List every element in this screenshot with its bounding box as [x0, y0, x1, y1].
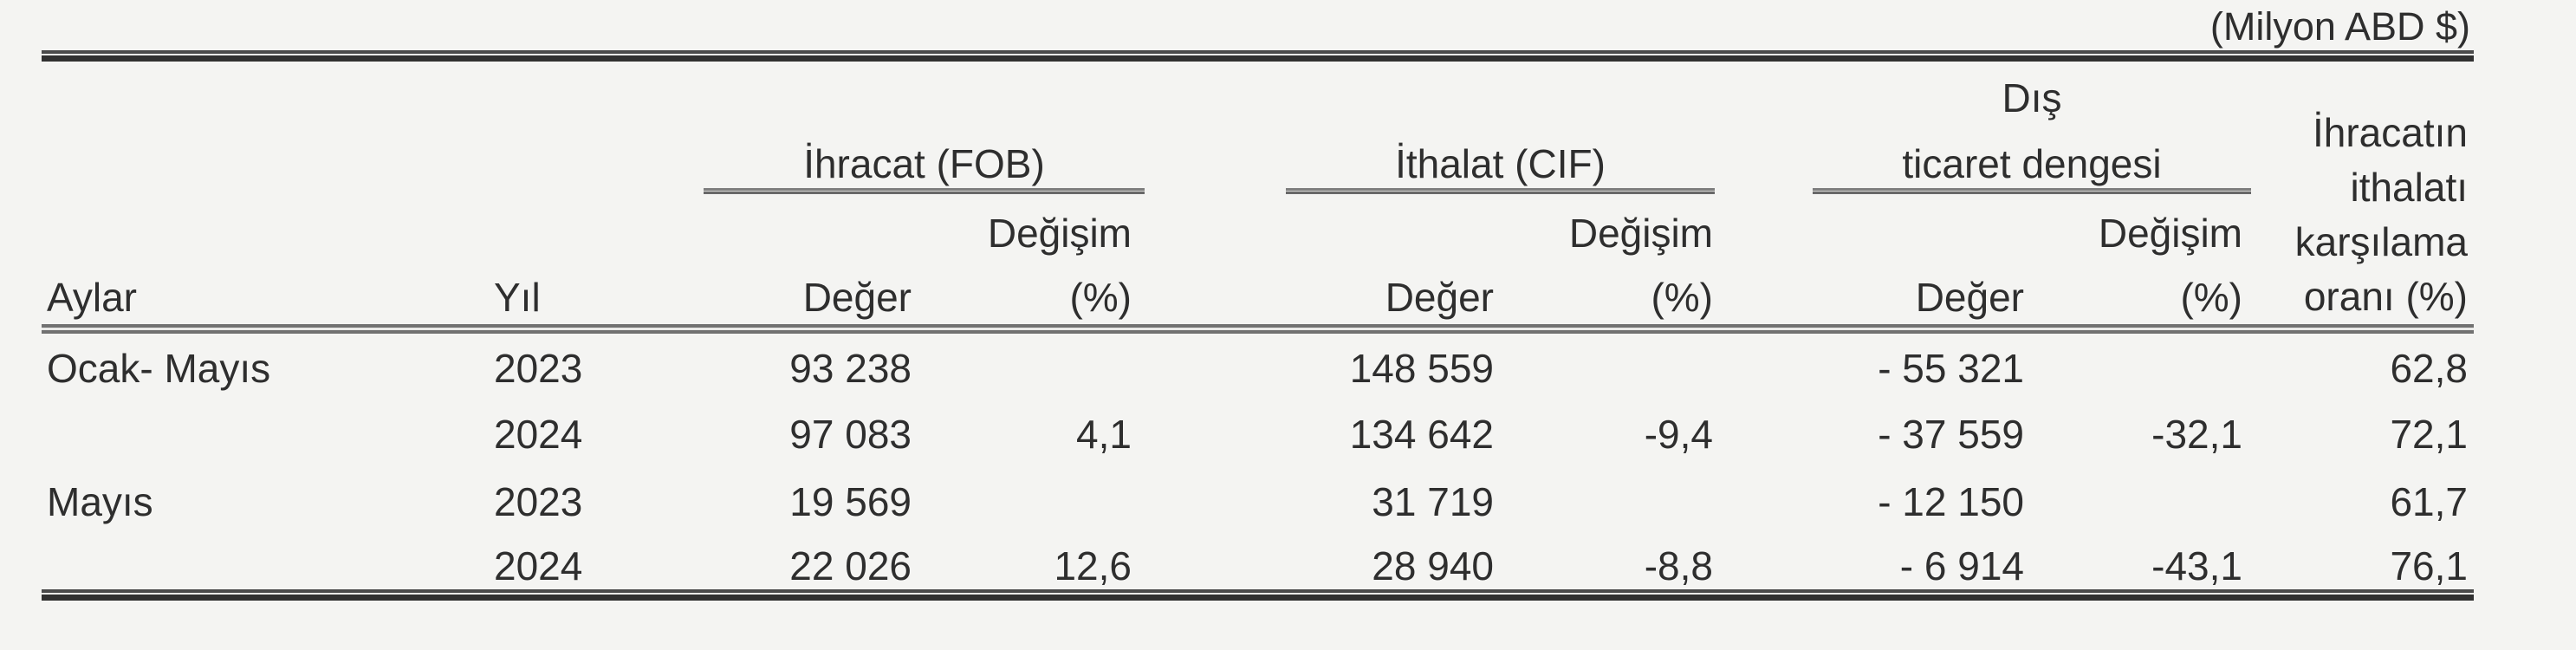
imports-value-cell: 28 940	[1372, 543, 1494, 588]
year-cell: 2023	[494, 346, 583, 391]
balance-group-header-line2: ticaret dengesi	[1902, 141, 2162, 186]
imports-percent-label: (%)	[1651, 275, 1713, 320]
year-cell: 2024	[494, 543, 583, 588]
months-cell: Mayıs	[47, 479, 153, 524]
coverage-ratio-cell: 76,1	[2390, 543, 2468, 588]
coverage-ratio-header: İhracatın ithalatı karşılama oranı (%)	[2295, 106, 2468, 324]
units-caption: (Milyon ABD $)	[2209, 4, 2470, 49]
balance-group-header-line1: Dış	[2002, 75, 2062, 120]
header-bottom-rule	[42, 324, 2474, 334]
exports-percent-label: (%)	[1069, 275, 1132, 320]
balance-value-cell: - 6 914	[1899, 543, 2024, 588]
exports-value-cell: 93 238	[789, 346, 912, 391]
imports-change-label: Değişim	[1568, 211, 1713, 256]
imports-value-cell: 134 642	[1349, 412, 1494, 457]
exports-value-label: Değer	[802, 275, 912, 320]
year-column-header: Yıl	[494, 275, 541, 320]
balance-change-cell: -32,1	[2151, 412, 2242, 457]
exports-value-cell: 97 083	[789, 412, 912, 457]
balance-group-underline	[1813, 188, 2251, 194]
balance-value-label: Değer	[1915, 275, 2024, 320]
balance-value-cell: - 55 321	[1878, 346, 2024, 391]
year-cell: 2024	[494, 412, 583, 457]
balance-percent-label: (%)	[2180, 275, 2242, 320]
coverage-ratio-header-line2: ithalatı	[2350, 165, 2468, 210]
exports-value-cell: 22 026	[789, 543, 912, 588]
balance-change-cell: -43,1	[2151, 543, 2242, 588]
exports-change-cell: 4,1	[1076, 412, 1132, 457]
coverage-ratio-cell: 61,7	[2390, 479, 2468, 524]
balance-value-cell: - 37 559	[1878, 412, 2024, 457]
exports-change-label: Değişim	[987, 211, 1132, 256]
imports-value-label: Değer	[1385, 275, 1494, 320]
imports-group-header: İthalat (CIF)	[1395, 141, 1606, 186]
exports-group-underline	[704, 188, 1145, 194]
months-cell: Ocak- Mayıs	[47, 346, 271, 391]
table-row: Mayıs 2023 19 569 31 719 - 12 150 61,7	[0, 480, 2576, 525]
imports-value-cell: 148 559	[1349, 346, 1494, 391]
coverage-ratio-header-line4: oranı (%)	[2303, 274, 2468, 319]
imports-change-cell: -9,4	[1644, 412, 1713, 457]
table-top-rule	[42, 50, 2474, 62]
imports-group-underline	[1286, 188, 1715, 194]
table-bottom-rule	[42, 589, 2474, 601]
coverage-ratio-header-line1: İhracatın	[2313, 110, 2468, 155]
balance-change-label: Değişim	[2098, 211, 2242, 256]
table-row: 2024 97 083 4,1 134 642 -9,4 - 37 559 -3…	[0, 413, 2576, 458]
exports-group-header: İhracat (FOB)	[803, 141, 1045, 186]
coverage-ratio-cell: 72,1	[2390, 412, 2468, 457]
exports-value-cell: 19 569	[789, 479, 912, 524]
imports-change-cell: -8,8	[1644, 543, 1713, 588]
exports-change-cell: 12,6	[1054, 543, 1132, 588]
coverage-ratio-header-line3: karşılama	[2294, 219, 2468, 264]
balance-value-cell: - 12 150	[1878, 479, 2024, 524]
months-column-header: Aylar	[47, 275, 137, 320]
imports-value-cell: 31 719	[1372, 479, 1494, 524]
year-cell: 2023	[494, 479, 583, 524]
table-row: Ocak- Mayıs 2023 93 238 148 559 - 55 321…	[0, 347, 2576, 392]
coverage-ratio-cell: 62,8	[2390, 346, 2468, 391]
table-row: 2024 22 026 12,6 28 940 -8,8 - 6 914 -43…	[0, 544, 2576, 589]
